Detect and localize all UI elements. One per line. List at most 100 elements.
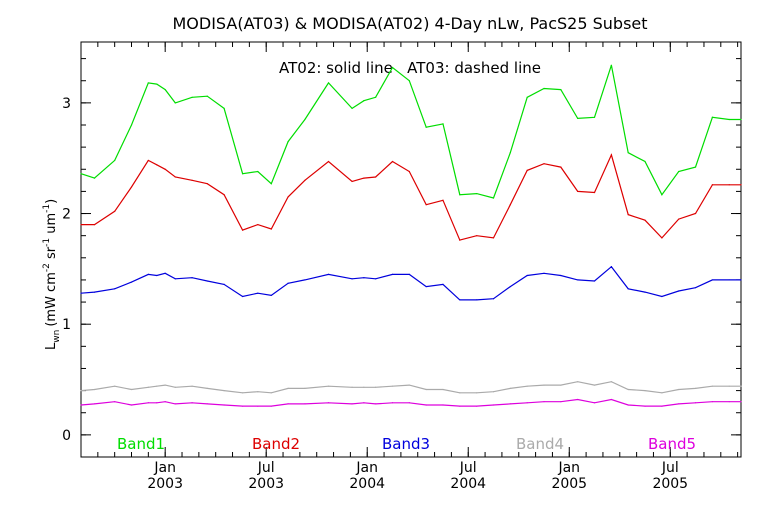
data-point-band3	[164, 272, 166, 274]
data-point-band2	[164, 168, 166, 170]
data-point-band3	[560, 274, 562, 277]
line-style-annotation: AT02: solid line AT03: dashed line	[279, 59, 541, 77]
data-point-band1	[492, 197, 495, 199]
data-point-band3	[627, 288, 629, 290]
y-axis-label-exp1: -2	[42, 263, 52, 272]
data-point-band3	[206, 280, 208, 282]
data-point-band3	[543, 272, 545, 274]
data-point-band1	[610, 64, 612, 66]
data-point-band3	[174, 278, 176, 280]
x-tick-label-year: 2005	[652, 476, 688, 492]
data-point-band1	[728, 118, 730, 121]
data-point-band2	[174, 176, 176, 178]
data-point-band4	[114, 385, 116, 387]
x-tick-label-year: 2005	[551, 476, 587, 492]
data-point-band3	[80, 292, 82, 294]
data-point-band2	[728, 184, 730, 186]
data-point-band5	[375, 403, 377, 405]
data-point-band2	[130, 186, 133, 188]
data-point-band3	[644, 291, 646, 293]
data-point-band4	[610, 381, 612, 383]
data-point-band3	[509, 285, 511, 288]
data-point-band4	[644, 390, 646, 392]
data-point-band5	[206, 403, 208, 405]
data-point-band5	[156, 402, 158, 404]
y-axis-label-units3: um	[44, 213, 59, 238]
data-point-band1	[114, 159, 116, 162]
data-point-band3	[442, 283, 444, 285]
data-point-band4	[375, 386, 377, 388]
data-point-band3	[130, 281, 133, 283]
data-point-band2	[363, 177, 365, 179]
data-point-band3	[740, 279, 742, 281]
data-point-band4	[678, 388, 680, 391]
y-axis-label-units4: )	[44, 199, 59, 204]
data-point-band2	[391, 160, 394, 163]
data-point-band4	[459, 392, 461, 394]
data-point-band1	[560, 88, 562, 91]
data-point-band2	[147, 159, 149, 162]
data-point-band1	[526, 96, 528, 98]
data-point-band4	[156, 385, 158, 387]
data-point-band2	[610, 154, 612, 156]
data-point-band2	[242, 229, 244, 231]
data-point-band3	[711, 279, 713, 281]
data-point-band3	[375, 278, 377, 280]
data-point-band2	[560, 166, 562, 168]
data-point-band4	[287, 387, 289, 389]
data-point-band5	[678, 403, 680, 405]
data-point-band3	[476, 299, 478, 301]
data-point-band4	[257, 391, 259, 393]
data-point-band5	[304, 403, 306, 405]
data-point-band5	[130, 404, 133, 406]
data-point-band5	[391, 402, 394, 404]
data-point-band4	[391, 385, 394, 387]
data-point-band1	[327, 82, 330, 84]
y-tick-label: 0	[62, 428, 71, 444]
data-point-band2	[661, 237, 663, 239]
data-point-band5	[509, 403, 511, 405]
data-point-band5	[363, 402, 365, 404]
data-point-band4	[526, 385, 528, 387]
data-point-band5	[593, 402, 596, 404]
data-point-band2	[459, 239, 461, 241]
y-axis-label-exp2: -1	[42, 238, 52, 247]
data-point-band3	[156, 274, 158, 277]
data-point-band2	[257, 224, 259, 226]
data-point-band4	[442, 388, 444, 391]
data-point-band4	[740, 385, 742, 387]
data-point-band3	[610, 266, 612, 268]
data-point-band2	[543, 163, 545, 165]
x-tick-label-month: Jul	[661, 460, 679, 476]
data-point-band4	[363, 386, 365, 388]
data-point-band4	[304, 387, 306, 389]
data-point-band5	[327, 402, 330, 404]
data-point-band4	[130, 388, 133, 391]
data-point-band1	[459, 194, 461, 196]
data-point-band1	[678, 170, 680, 173]
data-point-band1	[206, 95, 208, 97]
data-point-band1	[476, 193, 478, 195]
data-point-band3	[351, 278, 353, 280]
data-point-band2	[80, 224, 82, 226]
data-point-band4	[174, 386, 176, 388]
data-point-band1	[740, 118, 742, 121]
data-point-band2	[351, 180, 353, 183]
data-point-band1	[391, 66, 394, 69]
data-point-band5	[270, 405, 272, 407]
data-point-band3	[526, 274, 528, 277]
data-point-band5	[644, 405, 646, 407]
data-point-band5	[174, 403, 176, 405]
data-point-band2	[526, 169, 528, 171]
data-point-band3	[593, 280, 596, 282]
data-point-band3	[147, 273, 149, 275]
data-point-band5	[476, 405, 478, 407]
x-tick-label-month: Jul	[459, 460, 477, 476]
data-point-band3	[459, 299, 461, 301]
data-point-band1	[593, 116, 596, 118]
data-point-band2	[408, 170, 410, 173]
data-point-band2	[114, 210, 116, 212]
data-point-band5	[728, 401, 730, 403]
data-point-band3	[304, 279, 306, 281]
legend-band5: Band5	[648, 435, 696, 453]
